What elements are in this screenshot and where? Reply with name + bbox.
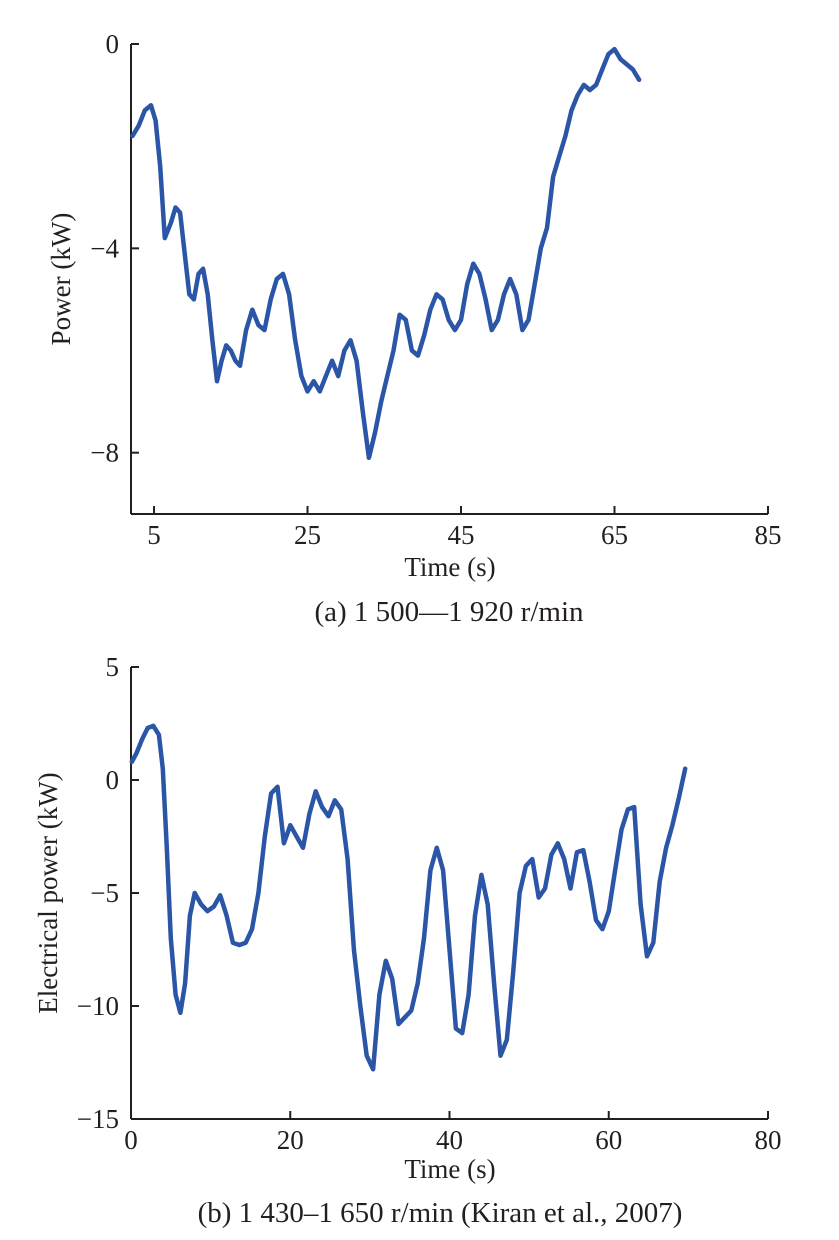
chart-b-y-tick-label: −10 [77,991,119,1021]
chart-b-y-tick-label: 5 [106,652,120,682]
chart-a-y-tick-label: −8 [90,438,119,468]
chart-b-x-tick-label: 40 [436,1125,463,1155]
chart-a-ticks: 5 25 45 65 85 0 −4 −8 [90,29,781,550]
chart-b-series [129,723,688,1072]
chart-b-x-label: Time (s) [404,1154,495,1184]
chart-a-x-tick-label: 25 [294,520,321,550]
chart-b-series-line [129,723,688,1072]
chart-b-x-tick-label: 0 [124,1125,138,1155]
chart-a-y-tick-label: 0 [106,29,120,59]
chart-b-x-tick-label: 60 [595,1125,622,1155]
chart-a-y-tick-label: −4 [90,233,119,263]
chart-b-x-tick-label: 80 [755,1125,782,1155]
chart-b-y-tick-label: −5 [90,878,119,908]
chart-a-series [130,46,642,461]
chart-a-x-tick-label: 85 [755,520,782,550]
chart-b-x-tick-label: 20 [277,1125,304,1155]
chart-a-x-tick-label: 65 [601,520,628,550]
chart-b: 0 20 40 60 80 5 0 −5 −10 −15 Time (s) Electrical … [33,652,782,1229]
chart-b-y-tick-label: −15 [77,1104,119,1134]
chart-b-caption: (b) 1 430–1 650 r/min (Kiran et al., 200… [198,1197,683,1229]
chart-a-x-tick-label: 5 [147,520,161,550]
chart-b-y-tick-label: 0 [106,765,120,795]
chart-a-x-label: Time (s) [404,552,495,582]
chart-a-series-line [130,46,642,461]
chart-a-y-label: Power (kW) [46,213,76,346]
chart-a-x-tick-label: 45 [448,520,475,550]
chart-b-ticks: 0 20 40 60 80 5 0 −5 −10 −15 [77,652,782,1155]
chart-a-caption: (a) 1 500—1 920 r/min [314,596,584,628]
chart-a: 5 25 45 65 85 0 −4 −8 Time (s) Power (kW) (a) 1… [46,29,782,628]
chart-b-y-label: Electrical power (kW) [33,772,63,1013]
